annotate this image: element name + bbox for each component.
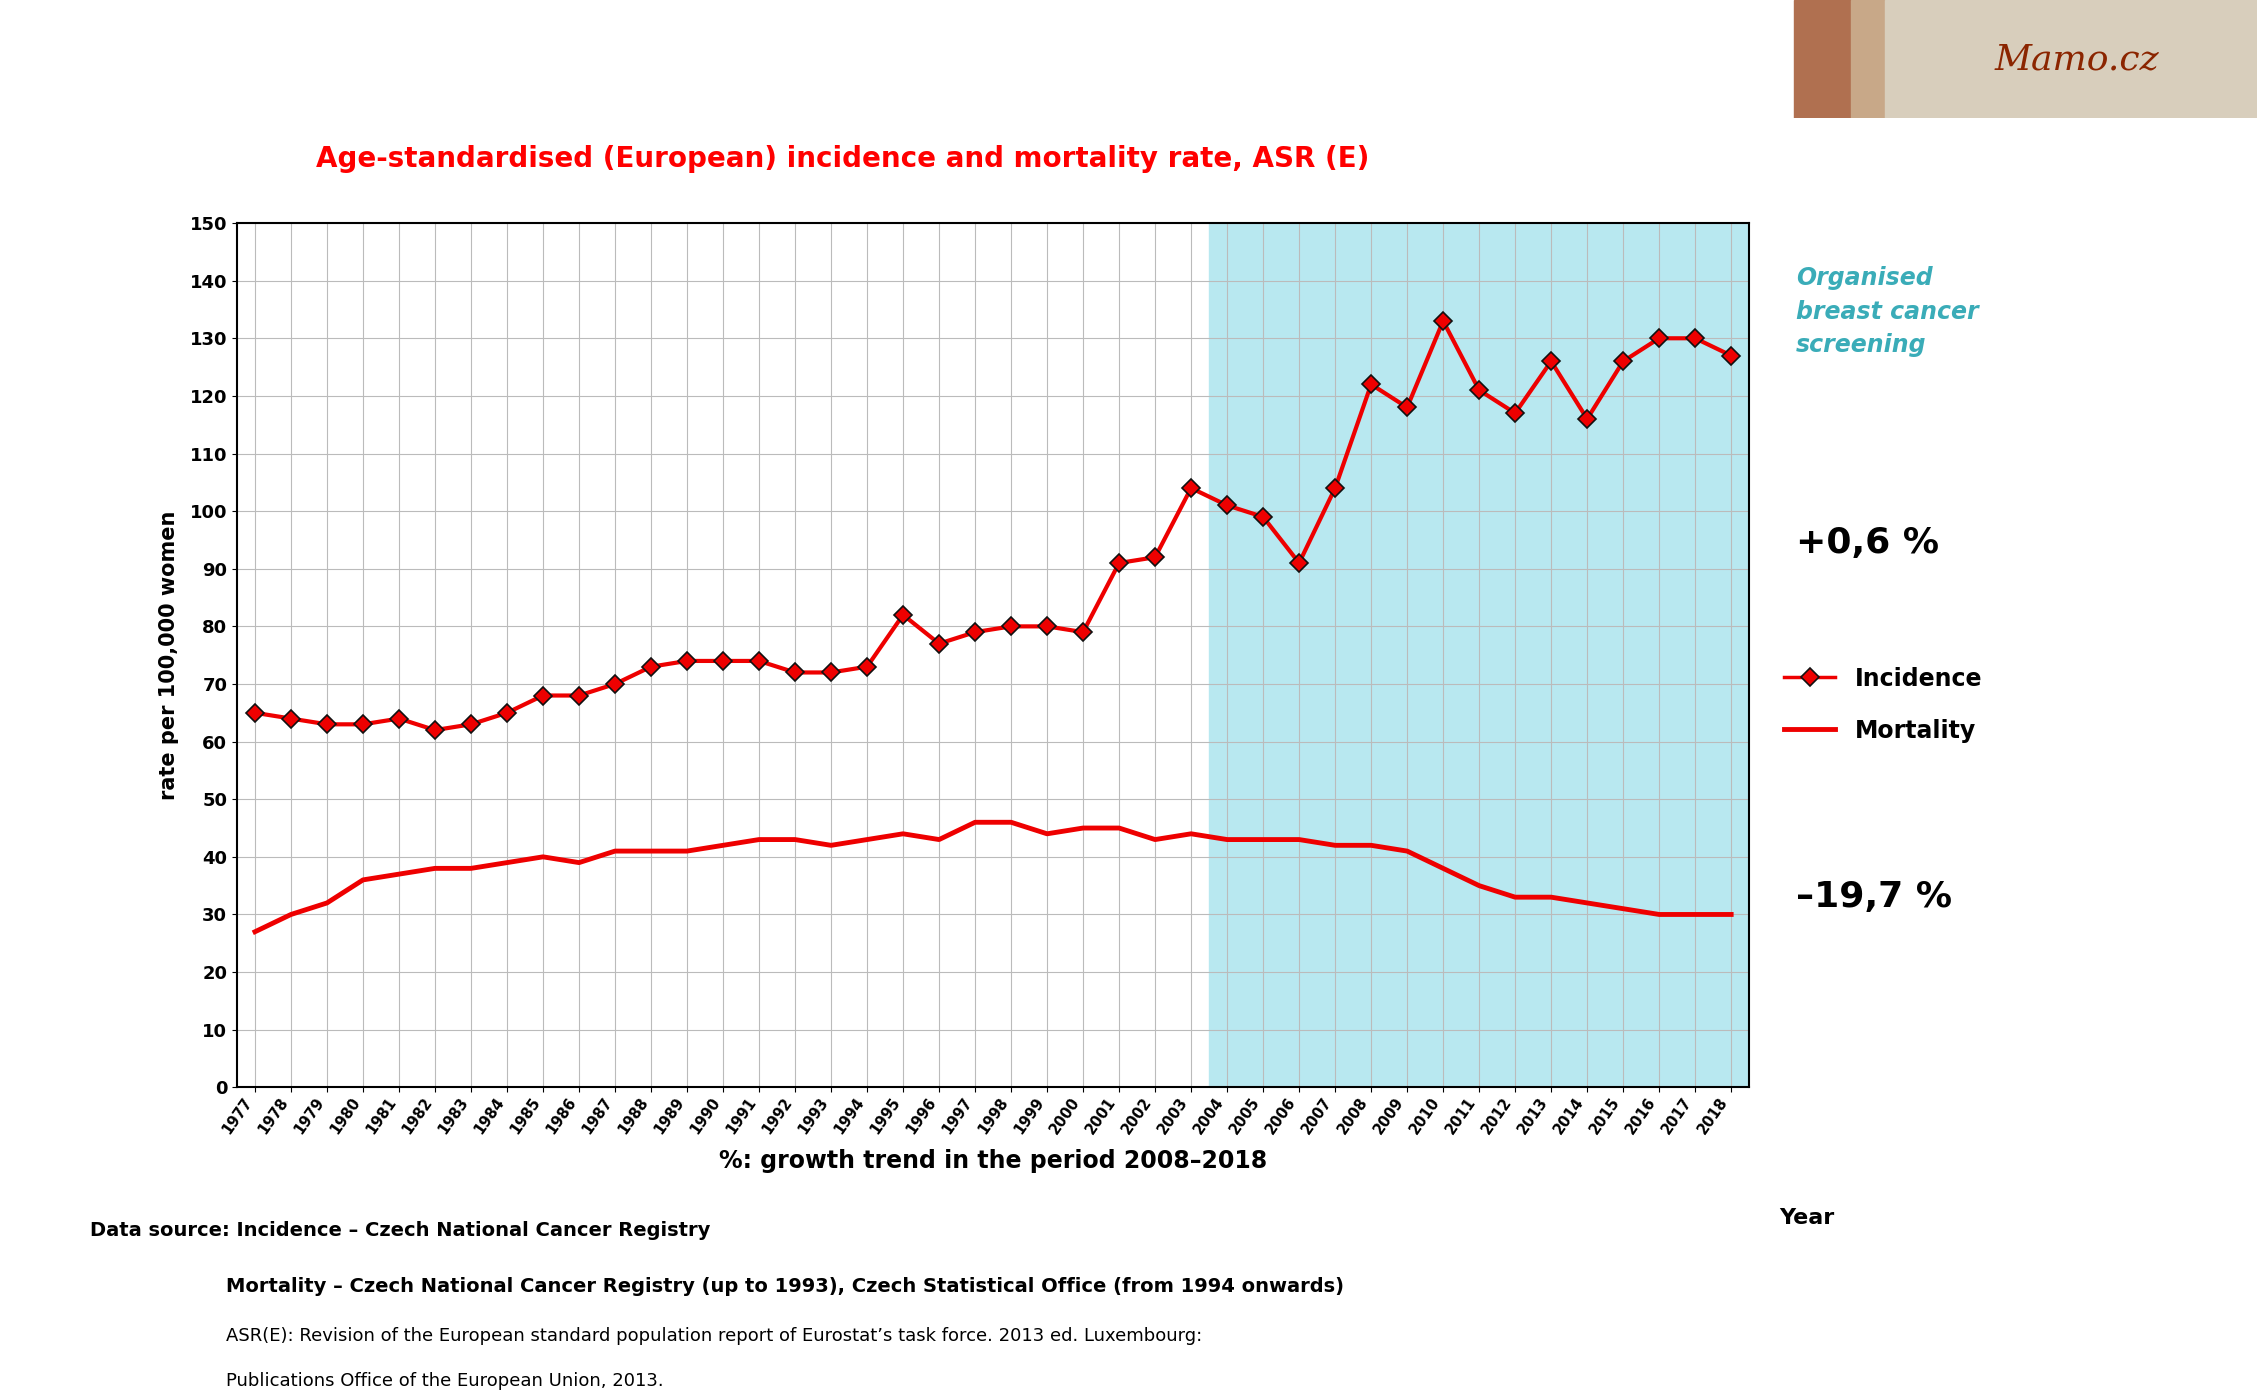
- Text: Breast cancer incidence and mortality in the Czech Republic: Breast cancer incidence and mortality in…: [23, 36, 1630, 82]
- Text: Data source: Incidence – Czech National Cancer Registry: Data source: Incidence – Czech National …: [90, 1221, 711, 1241]
- Text: ASR(E): Revision of the European standard population report of Eurostat’s task f: ASR(E): Revision of the European standar…: [226, 1327, 1203, 1345]
- Text: –19,7 %: –19,7 %: [1797, 880, 1952, 914]
- Text: Age-standardised (European) incidence and mortality rate, ASR (E): Age-standardised (European) incidence an…: [316, 145, 1370, 173]
- Bar: [1885, 0, 2257, 118]
- Text: +0,6 %: +0,6 %: [1797, 526, 1939, 560]
- Bar: [1794, 0, 1851, 118]
- Bar: [1210, 223, 1760, 1087]
- Text: Mamo.cz: Mamo.cz: [1995, 42, 2158, 77]
- Text: Year: Year: [1779, 1209, 1835, 1228]
- Text: Publications Office of the European Union, 2013.: Publications Office of the European Unio…: [226, 1372, 664, 1390]
- Text: %: growth trend in the period 2008–2018: %: growth trend in the period 2008–2018: [720, 1149, 1266, 1172]
- Legend: Incidence, Mortality: Incidence, Mortality: [1783, 666, 1982, 743]
- Text: Organised
breast cancer
screening: Organised breast cancer screening: [1797, 266, 1979, 357]
- Y-axis label: rate per 100,000 women: rate per 100,000 women: [158, 510, 178, 800]
- Text: Mortality – Czech National Cancer Registry (up to 1993), Czech Statistical Offic: Mortality – Czech National Cancer Regist…: [226, 1277, 1343, 1296]
- Bar: [1851, 0, 1885, 118]
